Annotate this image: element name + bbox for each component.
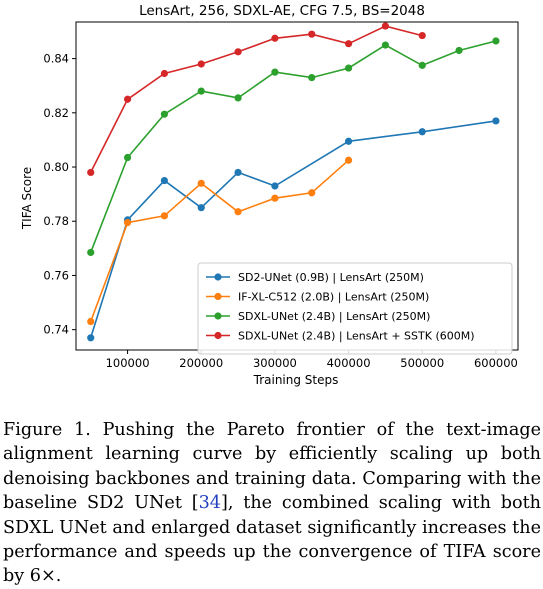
x-tick-label: 500000: [400, 356, 444, 370]
data-point: [492, 117, 500, 125]
data-point: [492, 37, 500, 45]
data-point: [123, 218, 132, 227]
caption-text-end: ], the combined scaling with both SDXL U…: [3, 493, 542, 587]
data-point: [123, 95, 132, 103]
data-point: [234, 168, 242, 177]
legend-box: [197, 262, 513, 355]
chart-title: LensArt, 256, SDXL-AE, CFG 7.5, BS=2048: [139, 3, 425, 19]
plot-area: [87, 22, 500, 342]
data-point: [160, 110, 168, 118]
x-tick-label: 400000: [327, 356, 371, 370]
series-2: [87, 156, 353, 326]
caption-text: Figure 1. Pushing the Pareto frontier of…: [3, 420, 541, 514]
data-point: [308, 189, 316, 197]
y-tick-label: 0.82: [43, 106, 69, 120]
x-tick-label: 600000: [474, 356, 518, 370]
data-point: [87, 248, 95, 257]
data-point: [87, 317, 95, 326]
legend-marker: [214, 273, 222, 281]
x-tick-label: 100000: [106, 356, 150, 370]
y-axis-label: TIFA Score: [20, 167, 34, 230]
y-tick-label: 0.76: [43, 268, 69, 282]
x-axis-label: Training Steps: [253, 373, 339, 387]
y-tick-label: 0.84: [43, 52, 69, 66]
data-point: [234, 48, 242, 56]
legend-item: SD2-UNet (0.9B) | LensArt (250M): [206, 271, 424, 284]
data-point: [418, 128, 426, 136]
data-point: [344, 156, 353, 164]
y-tick-label: 0.74: [43, 323, 69, 337]
data-point: [271, 68, 279, 76]
legend-marker: [214, 292, 222, 301]
legend-item: SDXL-UNet (2.4B) | LensArt + SSTK (600M): [206, 330, 475, 343]
data-point: [87, 168, 95, 177]
data-point: [308, 30, 316, 38]
data-point: [308, 73, 316, 82]
y-tick-label: 0.80: [43, 160, 69, 174]
data-point: [87, 334, 95, 342]
chart: LensArt, 256, SDXL-AE, CFG 7.5, BS=2048 …: [20, 3, 519, 387]
data-point: [197, 60, 205, 68]
data-point: [344, 40, 353, 48]
legend-label: SDXL-UNet (2.4B) | LensArt (250M): [238, 310, 430, 323]
data-point: [455, 46, 463, 55]
data-point: [271, 194, 279, 202]
y-axis: 0.74 0.76 0.78 0.80 0.82 0.84: [43, 52, 76, 337]
data-point: [160, 212, 168, 220]
data-point: [197, 87, 205, 95]
series-line: [89, 40, 497, 253]
data-point: [381, 41, 389, 49]
citation-link[interactable]: 34: [198, 493, 221, 514]
legend-label: SD2-UNet (0.9B) | LensArt (250M): [238, 271, 424, 284]
y-tick-label: 0.78: [43, 214, 69, 228]
series-4: [87, 22, 426, 177]
data-point: [123, 153, 132, 162]
data-point: [344, 137, 353, 145]
data-point: [418, 31, 426, 40]
series-line: [89, 159, 350, 322]
figure-caption: Figure 1. Pushing the Pareto frontier of…: [3, 418, 541, 589]
legend-label: IF-XL-C512 (2.0B) | LensArt (250M): [238, 291, 429, 304]
data-point: [271, 182, 279, 190]
data-point: [160, 176, 168, 185]
legend: SD2-UNet (0.9B) | LensArt (250M) IF-XL-C5…: [197, 262, 513, 355]
data-point: [344, 64, 353, 72]
data-point: [271, 34, 279, 42]
data-point: [160, 69, 168, 78]
series-3: [87, 37, 500, 257]
series-1: [87, 117, 500, 342]
data-point: [234, 208, 242, 216]
legend-marker: [214, 312, 222, 320]
series-line: [89, 25, 423, 173]
legend-label: SDXL-UNet (2.4B) | LensArt + SSTK (600M): [238, 330, 475, 343]
data-point: [418, 61, 426, 69]
legend-item: IF-XL-C512 (2.0B) | LensArt (250M): [206, 291, 429, 304]
x-tick-label: 200000: [179, 356, 223, 370]
data-point: [197, 179, 205, 187]
x-tick-label: 300000: [253, 356, 297, 370]
data-point: [234, 94, 242, 102]
legend-item: SDXL-UNet (2.4B) | LensArt (250M): [206, 310, 430, 323]
data-point: [197, 204, 205, 212]
data-point: [381, 22, 389, 30]
x-axis: 100000 200000 300000 400000 500000 600000: [106, 350, 518, 370]
legend-marker: [214, 331, 222, 340]
